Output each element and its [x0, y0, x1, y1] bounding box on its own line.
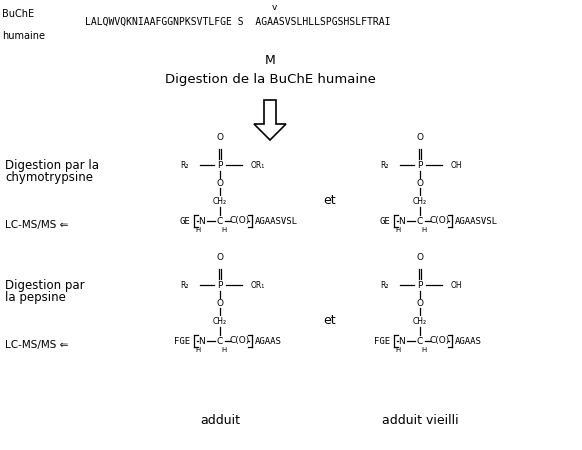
Text: et: et: [324, 314, 336, 327]
Text: C(O): C(O): [430, 337, 450, 346]
Text: Digestion par la: Digestion par la: [5, 158, 99, 171]
Text: R₂: R₂: [180, 161, 189, 170]
Text: LC-MS/MS ⇐: LC-MS/MS ⇐: [5, 220, 68, 230]
Text: CH₂: CH₂: [413, 316, 427, 325]
Text: N: N: [198, 337, 205, 346]
Text: P: P: [217, 161, 223, 170]
Text: CH₂: CH₂: [213, 197, 227, 206]
Text: O: O: [217, 253, 223, 262]
Text: C: C: [217, 216, 223, 225]
Text: C(O): C(O): [230, 216, 250, 225]
Text: AGAASVSL: AGAASVSL: [255, 216, 298, 225]
Text: N: N: [399, 337, 406, 346]
Text: P: P: [417, 280, 423, 289]
Text: FGE: FGE: [374, 337, 390, 346]
Text: adduit: adduit: [200, 414, 240, 427]
Text: R₂: R₂: [381, 280, 389, 289]
Text: chymotrypsine: chymotrypsine: [5, 171, 93, 184]
Text: OH: OH: [451, 280, 463, 289]
Text: la pepsine: la pepsine: [5, 292, 66, 305]
Text: O: O: [417, 134, 424, 143]
Text: GE: GE: [379, 216, 390, 225]
Text: AGAAS: AGAAS: [255, 337, 282, 346]
Text: OH: OH: [451, 161, 463, 170]
Text: BuChE: BuChE: [2, 9, 34, 19]
Text: FGE: FGE: [174, 337, 190, 346]
Text: et: et: [324, 194, 336, 207]
Text: H: H: [221, 227, 226, 233]
Text: O: O: [217, 134, 223, 143]
Text: Digestion par: Digestion par: [5, 279, 84, 292]
Text: M: M: [265, 54, 275, 67]
Text: Digestion de la BuChE humaine: Digestion de la BuChE humaine: [165, 73, 375, 86]
Text: C: C: [417, 337, 423, 346]
Text: H: H: [421, 227, 427, 233]
Text: H: H: [221, 347, 226, 353]
Text: O: O: [417, 253, 424, 262]
Text: R₂: R₂: [180, 280, 189, 289]
Text: C: C: [417, 216, 423, 225]
Text: v: v: [271, 4, 276, 13]
Text: O: O: [417, 179, 424, 188]
Text: C(O): C(O): [430, 216, 450, 225]
Text: H: H: [395, 227, 400, 233]
Text: O: O: [217, 179, 223, 188]
Text: GE: GE: [179, 216, 190, 225]
Text: N: N: [399, 216, 406, 225]
Text: CH₂: CH₂: [213, 316, 227, 325]
Text: C(O): C(O): [230, 337, 250, 346]
Text: R₂: R₂: [381, 161, 389, 170]
Text: H: H: [421, 347, 427, 353]
Text: H: H: [395, 347, 400, 353]
Text: humaine: humaine: [2, 31, 45, 41]
Text: H: H: [196, 227, 201, 233]
Text: O: O: [417, 298, 424, 307]
Text: OR₁: OR₁: [251, 280, 265, 289]
Text: LALQWVQKNIAAFGGNPKSVTLFGE S  AGAASVSLHLLSPGSHSLFTRAI: LALQWVQKNIAAFGGNPKSVTLFGE S AGAASVSLHLLS…: [85, 17, 391, 27]
Text: adduit vieilli: adduit vieilli: [382, 414, 458, 427]
Text: N: N: [198, 216, 205, 225]
Text: LC-MS/MS ⇐: LC-MS/MS ⇐: [5, 340, 68, 350]
Text: O: O: [217, 298, 223, 307]
Text: P: P: [217, 280, 223, 289]
Text: C: C: [217, 337, 223, 346]
Text: H: H: [196, 347, 201, 353]
Text: AGAASVSL: AGAASVSL: [455, 216, 498, 225]
Text: P: P: [417, 161, 423, 170]
Text: AGAAS: AGAAS: [455, 337, 482, 346]
Text: OR₁: OR₁: [251, 161, 265, 170]
Text: CH₂: CH₂: [413, 197, 427, 206]
